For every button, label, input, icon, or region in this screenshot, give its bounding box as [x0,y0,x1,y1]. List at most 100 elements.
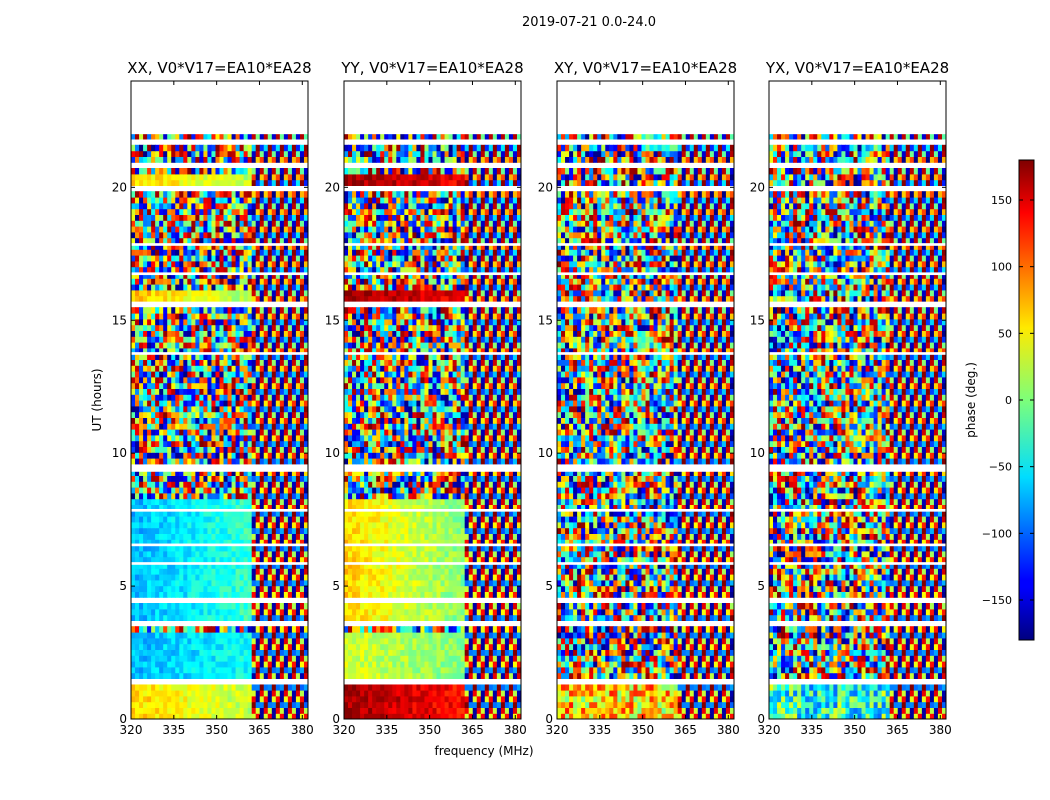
heatmap-cell [199,353,205,360]
heatmap-cell [267,208,273,215]
heatmap-cell [147,475,152,482]
heatmap-cell [179,150,184,157]
heatmap-cell [275,429,281,436]
heatmap-cell [404,695,409,703]
heatmap-cell [195,655,200,662]
heatmap-cell [179,231,184,239]
heatmap-cell [155,231,160,239]
heatmap-cell [476,643,482,650]
heatmap-cell [187,382,192,389]
heatmap-cell [155,324,160,331]
heatmap-cell [239,214,245,221]
heatmap-cell [235,666,241,674]
heatmap-cell [404,661,409,668]
heatmap-cell [215,388,221,395]
heatmap-cell [291,417,297,424]
heatmap-cell [155,423,160,430]
heatmap-image [344,81,521,719]
heatmap-cell [239,695,245,703]
heatmap-cell [139,307,144,314]
heatmap-cell [464,695,470,703]
heatmap-cell [243,626,249,633]
heatmap-cell [275,168,281,175]
heatmap-cell [163,666,168,674]
heatmap-cell [131,330,136,337]
heatmap-cell [356,684,361,691]
heatmap-cell [143,168,148,175]
heatmap-cell [151,388,156,395]
heatmap-cell [139,562,144,569]
heatmap-cell [151,545,156,552]
heatmap-cell [151,144,156,152]
heatmap-cell [384,643,389,650]
heatmap-cell [500,713,506,719]
heatmap-cell [171,359,176,366]
heatmap-cell [183,208,188,215]
heatmap-cell [291,550,297,558]
heatmap-cell [235,220,241,227]
heatmap-cell [295,255,301,262]
heatmap-cell [255,260,261,268]
heatmap-cell [207,452,213,459]
heatmap-cell [207,632,213,639]
heatmap-cell [219,382,225,389]
heatmap-cell [376,643,381,650]
heatmap-cell [139,243,144,250]
heatmap-cell [167,266,172,273]
heatmap-cell [159,452,164,459]
heatmap-cell [211,342,217,349]
heatmap-cell [211,527,217,534]
heatmap-cell [400,637,405,645]
heatmap-cell [199,655,205,662]
heatmap-cell [131,231,136,239]
heatmap-cell [171,690,176,697]
heatmap-cell [283,376,289,384]
heatmap-cell [472,603,478,610]
heatmap-cell [480,632,486,639]
heatmap-cell [211,371,217,378]
heatmap-cell [283,197,289,204]
heatmap-cell [147,220,152,227]
heatmap-cell [151,446,156,453]
heatmap-cell [219,545,225,552]
heatmap-cell [171,278,176,285]
heatmap-cell [175,400,180,407]
heatmap-cell [219,521,225,529]
heatmap-cell [436,701,442,708]
heatmap-cell [271,504,277,511]
heatmap-cell [295,672,301,679]
heatmap-cell [235,510,241,517]
heatmap-cell [183,591,188,598]
heatmap-cell [263,649,269,656]
heatmap-cell [263,394,269,401]
heatmap-cell [231,562,237,569]
heatmap-cell [203,481,209,488]
heatmap-cell [215,521,221,529]
heatmap-cell [147,481,152,488]
heatmap-cell [352,695,357,703]
heatmap-cell [239,498,245,505]
heatmap-cell [279,661,285,668]
heatmap-cell [348,707,353,714]
heatmap-cell [279,266,285,273]
heatmap-cell [139,405,144,413]
heatmap-cell [239,231,245,239]
heatmap-cell [287,672,293,679]
heatmap-cell [183,440,188,447]
heatmap-cell [424,707,430,714]
heatmap-cell [239,133,245,140]
heatmap-cell [400,684,405,691]
heatmap-cell [344,608,349,616]
heatmap-cell [211,168,217,175]
heatmap-cell [416,661,422,668]
heatmap-cell [303,684,308,691]
heatmap-cell [259,643,265,650]
heatmap-cell [155,220,160,227]
heatmap-cell [143,336,148,343]
heatmap-cell [440,684,446,691]
heatmap-cell [263,237,269,244]
heatmap-cell [155,695,160,703]
heatmap-cell [279,684,285,691]
heatmap-cell [376,626,381,633]
heatmap-cell [456,707,462,714]
